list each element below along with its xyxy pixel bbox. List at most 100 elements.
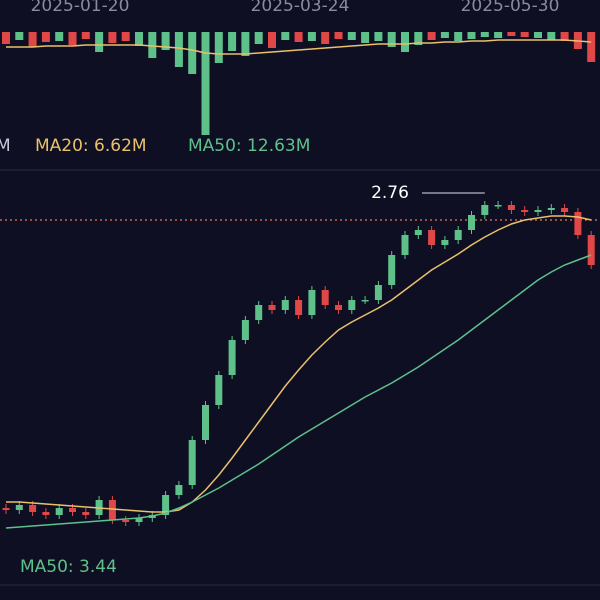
volume-legend: MA20: 6.62M xyxy=(35,136,147,156)
candle-body xyxy=(374,285,382,300)
volume-bar xyxy=(520,32,529,37)
volume-bar xyxy=(480,32,489,37)
candle-body xyxy=(494,205,502,207)
volume-bar xyxy=(467,32,476,39)
candle-body xyxy=(162,495,170,515)
candle-body xyxy=(69,508,76,512)
volume-bar xyxy=(454,32,463,41)
volume-bar xyxy=(560,32,569,41)
volume-bar xyxy=(201,32,210,135)
volume-bar xyxy=(440,32,449,38)
volume-bar xyxy=(307,32,316,41)
candle-body xyxy=(175,485,183,495)
candle-body xyxy=(574,212,582,235)
candle-body xyxy=(295,300,303,315)
candle-body xyxy=(82,512,90,515)
volume-bar xyxy=(321,32,330,44)
volume-legend: MA50: 12.63M xyxy=(188,136,310,156)
candle-body xyxy=(202,405,209,440)
date-label: 2025-05-30 xyxy=(461,0,560,16)
price-legend: MA50: 3.44 xyxy=(20,557,117,577)
volume-bar xyxy=(268,32,276,48)
volume-bar xyxy=(587,32,596,62)
candle-body xyxy=(468,215,475,230)
candle-body xyxy=(228,340,236,375)
candle-body xyxy=(281,300,289,310)
candle-body xyxy=(215,375,223,405)
volume-bar xyxy=(161,32,170,50)
date-label: 2025-03-24 xyxy=(251,0,350,16)
volume-bar xyxy=(95,32,104,52)
ma-line xyxy=(6,215,592,513)
candle-body xyxy=(454,230,462,240)
volume-bar xyxy=(347,32,356,40)
volume-bar xyxy=(174,32,183,67)
volume-bar xyxy=(254,32,263,44)
candle-body xyxy=(241,320,249,340)
candle-body xyxy=(321,290,329,305)
volume-bar xyxy=(135,32,143,46)
volume-bar xyxy=(334,32,343,39)
volume-bar xyxy=(214,32,223,63)
ma-line xyxy=(5,254,592,529)
volume-ma-line xyxy=(6,39,592,55)
candle-body xyxy=(108,500,116,520)
volume-legend: M xyxy=(0,136,11,156)
candle-body xyxy=(507,205,515,210)
candle-body xyxy=(335,305,342,310)
volume-bar xyxy=(228,32,237,51)
candle-body xyxy=(481,205,489,215)
candle-body xyxy=(42,512,50,515)
volume-bar xyxy=(547,32,556,40)
volume-bar xyxy=(494,32,503,38)
volume-bar xyxy=(374,32,383,41)
candle-body xyxy=(361,300,369,302)
candle-body xyxy=(534,210,542,212)
candle-body xyxy=(122,520,130,522)
candle-body xyxy=(547,208,555,210)
candle-body xyxy=(587,235,595,265)
candle-body xyxy=(441,240,449,245)
candle-body xyxy=(2,508,10,510)
volume-bar xyxy=(15,32,24,40)
candle-body xyxy=(255,305,263,320)
volume-bar xyxy=(188,32,197,74)
candle-body xyxy=(308,290,316,315)
volume-bar xyxy=(281,32,290,40)
candle-body xyxy=(15,505,23,510)
volume-bar xyxy=(427,32,436,40)
volume-bar xyxy=(507,32,516,36)
candle-body xyxy=(388,255,396,285)
candle-body xyxy=(135,518,143,522)
volume-bar xyxy=(294,32,303,42)
annotation: 2.76 xyxy=(371,183,409,203)
volume-bar xyxy=(241,32,250,56)
volume-bar xyxy=(387,32,396,47)
candle-body xyxy=(29,505,37,512)
candle-body xyxy=(348,300,356,310)
date-label: 2025-01-20 xyxy=(31,0,130,16)
candle-body xyxy=(414,230,422,235)
candle-body xyxy=(428,230,436,245)
volume-bar xyxy=(68,32,77,45)
volume-bar xyxy=(55,32,64,41)
volume-bar xyxy=(81,32,90,39)
candle-body xyxy=(188,440,196,485)
volume-bar xyxy=(148,32,157,58)
volume-bar xyxy=(414,32,423,45)
candle-body xyxy=(561,208,569,212)
volume-bar xyxy=(121,32,130,41)
volume-bar xyxy=(2,32,10,44)
volume-bar xyxy=(401,32,409,52)
candle-body xyxy=(521,210,529,212)
candle-body xyxy=(55,508,63,515)
volume-bar xyxy=(41,32,50,42)
volume-bar xyxy=(28,32,37,47)
volume-bar xyxy=(534,32,542,38)
candle-body xyxy=(401,235,409,255)
volume-bar xyxy=(361,32,370,43)
volume-bar xyxy=(108,32,117,43)
candle-body xyxy=(268,305,276,310)
